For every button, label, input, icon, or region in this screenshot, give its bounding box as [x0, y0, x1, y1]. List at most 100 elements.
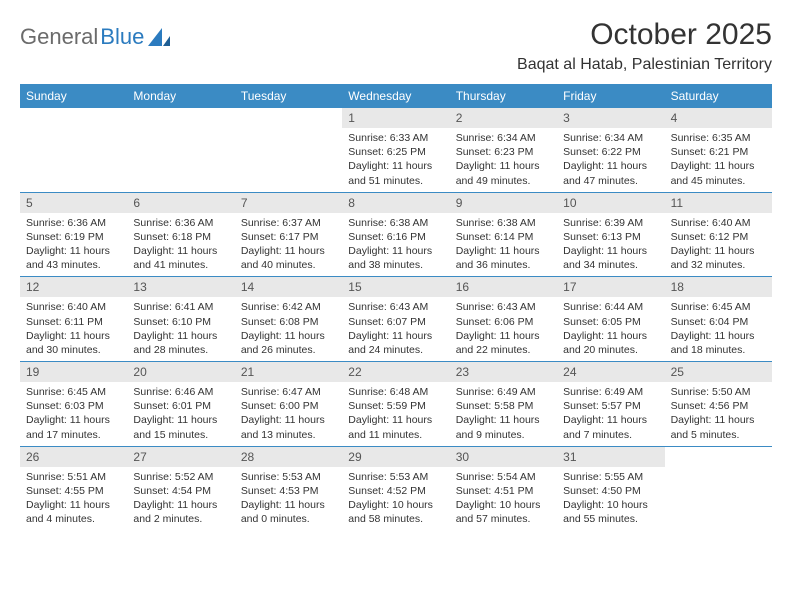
calendar: SundayMondayTuesdayWednesdayThursdayFrid…	[20, 84, 772, 530]
day-info-line: Daylight: 11 hours	[348, 159, 443, 173]
day-info: Sunrise: 6:33 AMSunset: 6:25 PMDaylight:…	[342, 128, 449, 192]
day-number: 16	[450, 277, 557, 297]
day-info-line: Sunrise: 6:35 AM	[671, 131, 766, 145]
day-number: 29	[342, 447, 449, 467]
day-info-line: Sunset: 6:04 PM	[671, 315, 766, 329]
day-info-line: Sunset: 6:03 PM	[26, 399, 121, 413]
day-info-line: Daylight: 11 hours	[563, 413, 658, 427]
day-info-line: Sunrise: 6:34 AM	[456, 131, 551, 145]
day-info-line: Sunset: 6:17 PM	[241, 230, 336, 244]
day-number: 11	[665, 193, 772, 213]
day-info-line: Sunrise: 5:50 AM	[671, 385, 766, 399]
day-cell: 28Sunrise: 5:53 AMSunset: 4:53 PMDayligh…	[235, 447, 342, 531]
day-number: 24	[557, 362, 664, 382]
day-info-line: Daylight: 11 hours	[671, 159, 766, 173]
day-info-line: and 32 minutes.	[671, 258, 766, 272]
day-info-line: and 22 minutes.	[456, 343, 551, 357]
day-info-line: Daylight: 11 hours	[26, 498, 121, 512]
day-info-line: Sunrise: 6:46 AM	[133, 385, 228, 399]
day-info-line: Sunrise: 6:39 AM	[563, 216, 658, 230]
day-info: Sunrise: 5:55 AMSunset: 4:50 PMDaylight:…	[557, 467, 664, 531]
day-info-line: Daylight: 11 hours	[456, 159, 551, 173]
calendar-week: 19Sunrise: 6:45 AMSunset: 6:03 PMDayligh…	[20, 361, 772, 446]
day-cell	[665, 447, 772, 531]
day-info-line: Sunrise: 6:49 AM	[563, 385, 658, 399]
day-info-line: and 13 minutes.	[241, 428, 336, 442]
day-info-line: Sunset: 4:52 PM	[348, 484, 443, 498]
day-info-line: Daylight: 11 hours	[26, 244, 121, 258]
day-cell: 15 Sunrise: 6:43 AMSunset: 6:07 PMDayligh…	[342, 277, 449, 361]
day-info-line: and 4 minutes.	[26, 512, 121, 526]
day-info: Sunrise: 6:34 AMSunset: 6:22 PMDaylight:…	[557, 128, 664, 192]
day-number: 9	[450, 193, 557, 213]
day-cell: 23Sunrise: 6:49 AMSunset: 5:58 PMDayligh…	[450, 362, 557, 446]
day-cell: 19Sunrise: 6:45 AMSunset: 6:03 PMDayligh…	[20, 362, 127, 446]
day-info-line: and 17 minutes.	[26, 428, 121, 442]
day-number: 15	[342, 277, 449, 297]
day-cell: 20Sunrise: 6:46 AMSunset: 6:01 PMDayligh…	[127, 362, 234, 446]
day-info-line: Sunset: 4:55 PM	[26, 484, 121, 498]
day-info-line: Daylight: 11 hours	[671, 244, 766, 258]
day-info-line: Daylight: 11 hours	[133, 329, 228, 343]
day-info-line: Sunset: 6:18 PM	[133, 230, 228, 244]
day-info: Sunrise: 6:47 AMSunset: 6:00 PMDaylight:…	[235, 382, 342, 446]
day-info-line: Daylight: 11 hours	[563, 329, 658, 343]
day-info-line: Sunset: 6:21 PM	[671, 145, 766, 159]
day-info-line: Sunrise: 6:36 AM	[133, 216, 228, 230]
day-info-line: Sunset: 5:59 PM	[348, 399, 443, 413]
day-info-line: and 43 minutes.	[26, 258, 121, 272]
day-number: 4	[665, 108, 772, 128]
brand-part2: Blue	[100, 24, 144, 50]
day-info-line: Sunset: 5:58 PM	[456, 399, 551, 413]
day-info-line: and 30 minutes.	[26, 343, 121, 357]
day-info-line: Sunset: 4:56 PM	[671, 399, 766, 413]
day-info-line: Sunset: 6:07 PM	[348, 315, 443, 329]
day-info-line: Sunrise: 6:49 AM	[456, 385, 551, 399]
day-info-line: Sunset: 4:51 PM	[456, 484, 551, 498]
day-info-line: Daylight: 11 hours	[348, 329, 443, 343]
day-cell	[20, 108, 127, 192]
day-cell: 16Sunrise: 6:43 AMSunset: 6:06 PMDayligh…	[450, 277, 557, 361]
day-info: Sunrise: 6:45 AMSunset: 6:04 PMDaylight:…	[665, 297, 772, 361]
day-info-line: and 47 minutes.	[563, 174, 658, 188]
day-cell: 3Sunrise: 6:34 AMSunset: 6:22 PMDaylight…	[557, 108, 664, 192]
day-headers-row: SundayMondayTuesdayWednesdayThursdayFrid…	[20, 84, 772, 108]
day-info-line: and 49 minutes.	[456, 174, 551, 188]
day-cell: 24Sunrise: 6:49 AMSunset: 5:57 PMDayligh…	[557, 362, 664, 446]
day-info-line: and 24 minutes.	[348, 343, 443, 357]
day-number: 14	[235, 277, 342, 297]
day-info-line: Sunrise: 6:43 AM	[348, 300, 443, 314]
day-cell	[235, 108, 342, 192]
day-info-line: and 18 minutes.	[671, 343, 766, 357]
day-info-line: Sunrise: 6:36 AM	[26, 216, 121, 230]
day-info-line: Sunset: 6:06 PM	[456, 315, 551, 329]
day-info-line: Daylight: 10 hours	[348, 498, 443, 512]
day-info: Sunrise: 6:38 AMSunset: 6:16 PMDaylight:…	[342, 213, 449, 277]
day-info-line: Daylight: 11 hours	[133, 244, 228, 258]
day-info-line: Sunset: 6:16 PM	[348, 230, 443, 244]
day-info-line: Sunrise: 5:53 AM	[348, 470, 443, 484]
day-info-line: Daylight: 11 hours	[563, 244, 658, 258]
day-info-line: Sunset: 6:08 PM	[241, 315, 336, 329]
day-info: Sunrise: 6:48 AMSunset: 5:59 PMDaylight:…	[342, 382, 449, 446]
day-number: 22	[342, 362, 449, 382]
day-info-line: Daylight: 11 hours	[348, 413, 443, 427]
day-cell: 27Sunrise: 5:52 AMSunset: 4:54 PMDayligh…	[127, 447, 234, 531]
day-info-line: Sunrise: 6:38 AM	[456, 216, 551, 230]
day-info-line: and 51 minutes.	[348, 174, 443, 188]
day-info-line: and 45 minutes.	[671, 174, 766, 188]
day-info-line: Sunset: 6:22 PM	[563, 145, 658, 159]
day-number: 21	[235, 362, 342, 382]
day-cell: 29 Sunrise: 5:53 AMSunset: 4:52 PMDayligh…	[342, 447, 449, 531]
day-info-line: Daylight: 11 hours	[241, 413, 336, 427]
day-info-line: Sunrise: 6:37 AM	[241, 216, 336, 230]
day-info: Sunrise: 6:36 AMSunset: 6:19 PMDaylight:…	[20, 213, 127, 277]
day-info-line: Sunrise: 6:41 AM	[133, 300, 228, 314]
day-info: Sunrise: 6:40 AMSunset: 6:12 PMDaylight:…	[665, 213, 772, 277]
calendar-week: 1Sunrise: 6:33 AMSunset: 6:25 PMDaylight…	[20, 108, 772, 192]
day-header: Monday	[127, 84, 234, 108]
day-info-line: Daylight: 10 hours	[563, 498, 658, 512]
day-info: Sunrise: 6:39 AMSunset: 6:13 PMDaylight:…	[557, 213, 664, 277]
day-header: Thursday	[450, 84, 557, 108]
day-header: Tuesday	[235, 84, 342, 108]
